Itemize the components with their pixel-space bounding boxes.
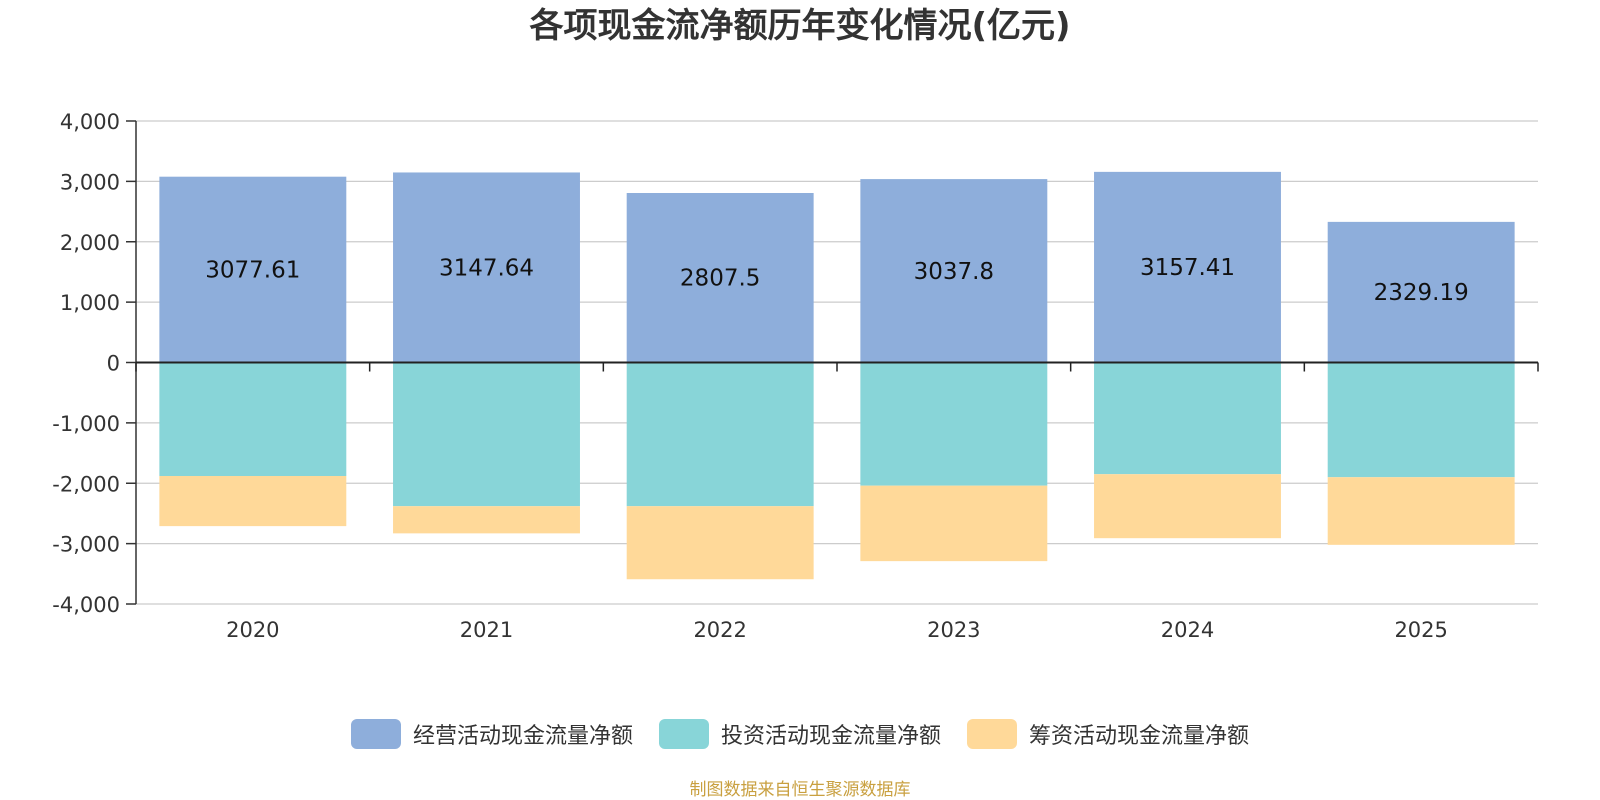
legend-label: 筹资活动现金流量净额	[1029, 724, 1250, 749]
bar-2021-series-1	[393, 362, 580, 507]
y-tick-label: 3,000	[60, 170, 120, 194]
legend-swatch	[967, 719, 1017, 749]
bar-2025-series-0	[1327, 221, 1515, 363]
legend: 经营活动现金流量净额 投资活动现金流量净额 筹资活动现金流量净额	[0, 718, 1600, 750]
y-tick-label: 4,000	[60, 110, 120, 134]
data-labels: 3077.61 3147.64 2807.5 3037.8 3157.41 2329.19	[205, 255, 1468, 306]
y-tick-label: -4,000	[52, 593, 120, 617]
bar-data-label: 3157.41	[1140, 255, 1235, 281]
bar-2023-series-0	[860, 179, 1048, 363]
bar-2023-series-2	[860, 485, 1048, 562]
chart-title: 各项现金流净额历年变化情况(亿元)	[529, 6, 1071, 46]
bar-2021-series-2	[393, 506, 580, 534]
legend-item[interactable]: 经营活动现金流量净额	[350, 718, 633, 750]
bar-2023-series-1	[860, 362, 1048, 486]
bar-data-label: 2329.19	[1374, 280, 1469, 306]
y-tick-label: 0	[107, 352, 120, 376]
x-tick-label: 2022	[693, 618, 746, 642]
x-tick-label: 2021	[460, 618, 513, 642]
legend-label: 经营活动现金流量净额	[412, 724, 633, 749]
bar-2020-series-2	[159, 476, 347, 527]
y-tick-label: -1,000	[52, 412, 120, 436]
y-tick-label: 2,000	[60, 231, 120, 255]
y-tick-label: -3,000	[52, 533, 120, 557]
legend-label: 投资活动现金流量净额	[720, 724, 941, 749]
legend-item[interactable]: 筹资活动现金流量净额	[967, 718, 1249, 750]
bar-2025-series-1	[1327, 362, 1515, 478]
x-tick-label: 2020	[226, 618, 279, 642]
axes: 4,000 3,000 2,000 1,000 0 -1,000 -2,000 -3,000 -…	[52, 110, 1539, 642]
chart-plot: 4,000 3,000 2,000 1,000 0 -1,000 -2,000 -3,000 -…	[52, 110, 1539, 642]
x-tick-label: 2025	[1394, 618, 1447, 642]
legend-swatch	[658, 719, 709, 749]
bars	[159, 171, 1515, 580]
legend-item[interactable]: 投资活动现金流量净额	[658, 718, 941, 750]
bar-2022-series-2	[626, 506, 814, 580]
x-tick-label: 2024	[1161, 618, 1214, 642]
bar-2025-series-2	[1327, 477, 1515, 545]
bar-2020-series-1	[159, 362, 347, 477]
bar-2024-series-0	[1094, 171, 1281, 363]
bar-2021-series-0	[393, 172, 580, 363]
grid-lines	[136, 120, 1538, 605]
legend-swatch	[350, 719, 401, 749]
bar-2022-series-0	[626, 192, 814, 363]
bar-data-label: 3077.61	[205, 258, 300, 284]
x-tick-label: 2023	[927, 618, 980, 642]
bar-2024-series-1	[1094, 362, 1281, 475]
y-tick-label: 1,000	[60, 291, 120, 315]
bar-data-label: 3147.64	[439, 255, 534, 281]
bar-2022-series-1	[626, 362, 814, 507]
y-tick-label: -2,000	[52, 472, 120, 496]
bar-2020-series-0	[159, 176, 347, 363]
source-note: 制图数据来自恒生聚源数据库	[689, 780, 911, 800]
bar-data-label: 3037.8	[914, 259, 994, 285]
bar-data-label: 2807.5	[680, 266, 760, 292]
bar-2024-series-2	[1094, 474, 1281, 539]
